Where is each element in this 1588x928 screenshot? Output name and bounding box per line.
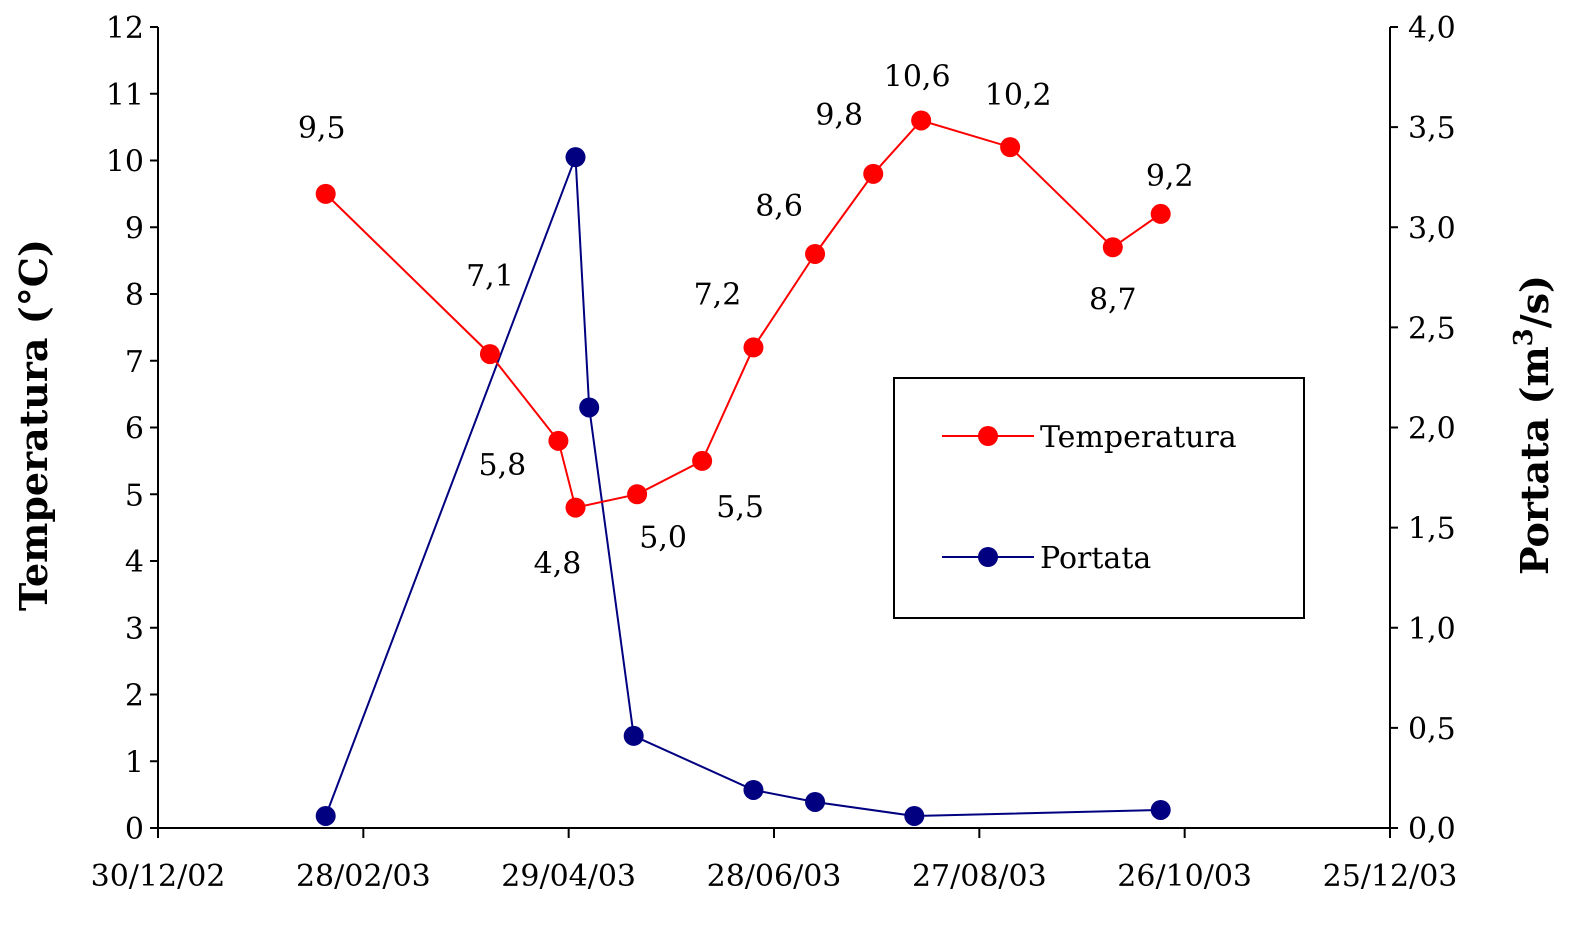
data-label-temperatura: 9,2 <box>1146 159 1194 194</box>
data-point-temperatura <box>548 430 569 451</box>
x-tick-label: 29/04/03 <box>501 859 636 894</box>
data-label-temperatura: 10,2 <box>985 78 1052 113</box>
y-left-tick-label: 7 <box>125 345 144 380</box>
data-point-portata <box>623 725 644 746</box>
data-point-temperatura <box>627 484 648 505</box>
y-right-tick-label: 4,0 <box>1408 11 1456 46</box>
data-point-portata <box>904 805 925 826</box>
data-label-temperatura: 7,2 <box>694 277 742 312</box>
y-right-tick-label: 3,5 <box>1408 111 1456 146</box>
y-left-tick-label: 12 <box>106 11 144 46</box>
data-point-portata <box>1150 799 1171 820</box>
y-left-tick-label: 2 <box>125 679 144 714</box>
y-right-tick-label: 3,0 <box>1408 211 1456 246</box>
y-left-tick-label: 5 <box>125 478 144 513</box>
data-point-temperatura <box>692 450 713 471</box>
legend-label-temperatura: Temperatura <box>1040 420 1237 455</box>
data-label-temperatura: 7,1 <box>466 259 514 294</box>
data-point-portata <box>315 805 336 826</box>
data-point-temperatura <box>1102 237 1123 258</box>
x-tick-label: 25/12/03 <box>1323 859 1458 894</box>
y-left-tick-label: 9 <box>125 211 144 246</box>
data-point-temperatura <box>911 110 932 131</box>
y-axis-right-label: Portata (m3/s) <box>1509 275 1557 575</box>
y-right-tick-label: 1,0 <box>1408 612 1456 647</box>
legend-marker-temperatura <box>978 426 998 446</box>
x-tick-label: 27/08/03 <box>912 859 1047 894</box>
y-left-tick-label: 1 <box>125 745 144 780</box>
data-labels: 9,5 7,1 5,8 4,8 5,0 5,5 7,2 8,6 9,8 10,6 10,2 8,7 9,… <box>298 59 1194 581</box>
x-tick-label: 26/10/03 <box>1117 859 1252 894</box>
data-point-temperatura <box>479 344 500 365</box>
data-point-temperatura <box>863 163 884 184</box>
y-right-tick-label: 0,0 <box>1408 812 1456 847</box>
series-line-portata <box>324 156 1161 818</box>
series-layer <box>315 110 1171 826</box>
legend-marker-portata <box>978 547 998 567</box>
y-left-tick-label: 4 <box>125 545 144 580</box>
x-tick-label: 28/06/03 <box>707 859 842 894</box>
data-point-temperatura <box>565 497 586 518</box>
data-point-temperatura <box>315 183 336 204</box>
axes: 01234567891011120,00,51,01,52,02,53,03,5… <box>91 11 1458 894</box>
y-left-tick-label: 3 <box>125 612 144 647</box>
y-axis-left-label: Temperatura (°C) <box>11 239 56 611</box>
y-right-tick-label: 1,5 <box>1408 512 1456 547</box>
data-label-temperatura: 5,0 <box>639 520 687 555</box>
y-left-tick-label: 10 <box>106 145 144 180</box>
legend-label-portata: Portata <box>1040 541 1151 576</box>
data-point-temperatura <box>743 337 764 358</box>
data-point-portata <box>743 779 764 800</box>
data-point-temperatura <box>1000 137 1021 158</box>
data-label-temperatura: 8,7 <box>1089 282 1137 317</box>
x-tick-label: 30/12/02 <box>91 859 226 894</box>
data-point-portata <box>805 791 826 812</box>
data-label-temperatura: 5,8 <box>479 448 527 483</box>
y-axis-right-label-tail: /s) <box>1512 275 1557 328</box>
y-left-tick-label: 0 <box>125 812 144 847</box>
data-point-portata <box>579 397 600 418</box>
y-axis-right-label-sup: 3 <box>1509 328 1539 346</box>
y-right-tick-label: 2,0 <box>1408 412 1456 447</box>
data-point-temperatura <box>1150 203 1171 224</box>
data-label-temperatura: 10,6 <box>884 59 951 94</box>
x-tick-label: 28/02/03 <box>296 859 431 894</box>
legend: Temperatura Portata <box>893 377 1305 619</box>
data-label-temperatura: 8,6 <box>755 189 803 224</box>
data-label-temperatura: 4,8 <box>534 547 582 582</box>
y-right-tick-label: 0,5 <box>1408 712 1456 747</box>
data-point-temperatura <box>805 243 826 264</box>
y-axis-right-label-base: Portata (m <box>1512 346 1557 575</box>
data-label-temperatura: 5,5 <box>716 490 764 525</box>
data-label-temperatura: 9,5 <box>298 111 346 146</box>
y-left-tick-label: 8 <box>125 278 144 313</box>
data-point-portata <box>565 147 586 168</box>
y-left-tick-label: 11 <box>106 78 144 113</box>
data-label-temperatura: 9,8 <box>815 98 863 133</box>
y-left-tick-label: 6 <box>125 412 144 447</box>
legend-box <box>893 377 1305 619</box>
y-right-tick-label: 2,5 <box>1408 311 1456 346</box>
